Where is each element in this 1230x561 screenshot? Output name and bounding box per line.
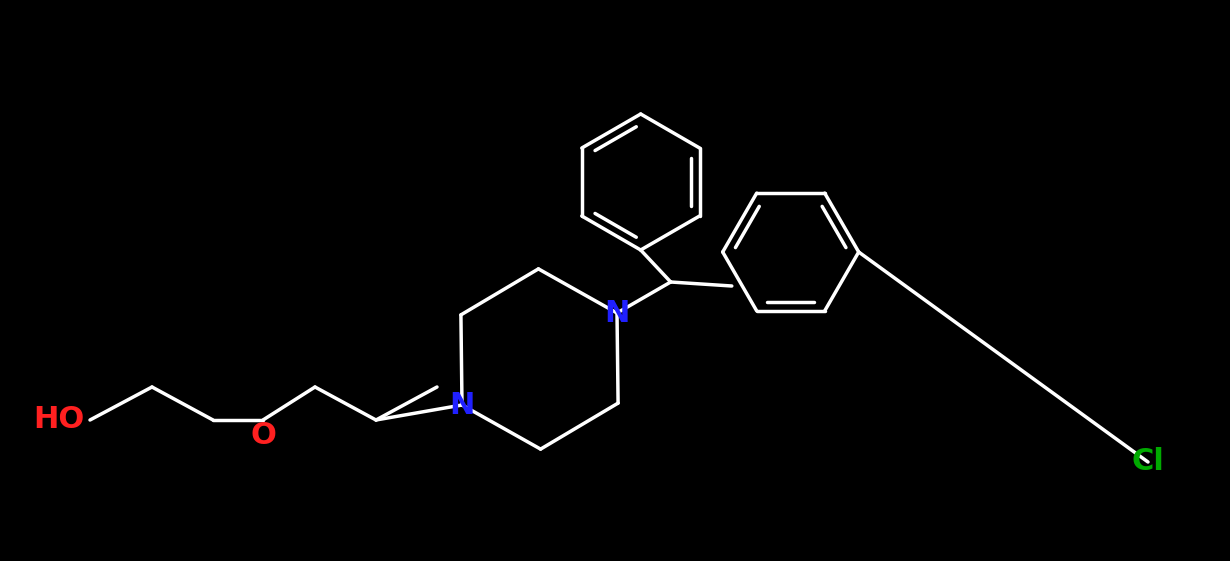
Text: O: O xyxy=(250,421,276,449)
Text: N: N xyxy=(604,298,630,328)
Text: N: N xyxy=(449,390,475,420)
Text: Cl: Cl xyxy=(1132,448,1165,476)
Text: HO: HO xyxy=(33,406,85,435)
